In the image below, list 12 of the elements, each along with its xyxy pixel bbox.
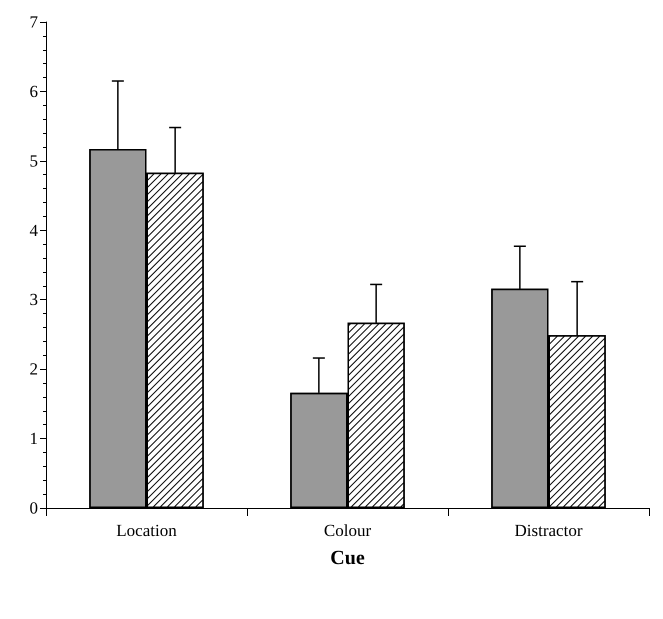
y-tick-label: 5: [30, 151, 38, 170]
y-tick-label: 0: [30, 498, 38, 518]
y-tick-label: 4: [30, 220, 38, 240]
x-tick-label: Distractor: [514, 521, 583, 540]
x-tick-label: Colour: [324, 521, 372, 540]
x-axis-title: Cue: [330, 547, 365, 569]
y-tick-label: 6: [30, 82, 38, 101]
y-tick-label: 3: [30, 290, 38, 310]
y-tick-label: 1: [30, 429, 38, 448]
y-tick-label: 2: [30, 360, 38, 379]
y-tick-label: 7: [30, 12, 38, 32]
x-tick-label: Location: [116, 521, 178, 540]
